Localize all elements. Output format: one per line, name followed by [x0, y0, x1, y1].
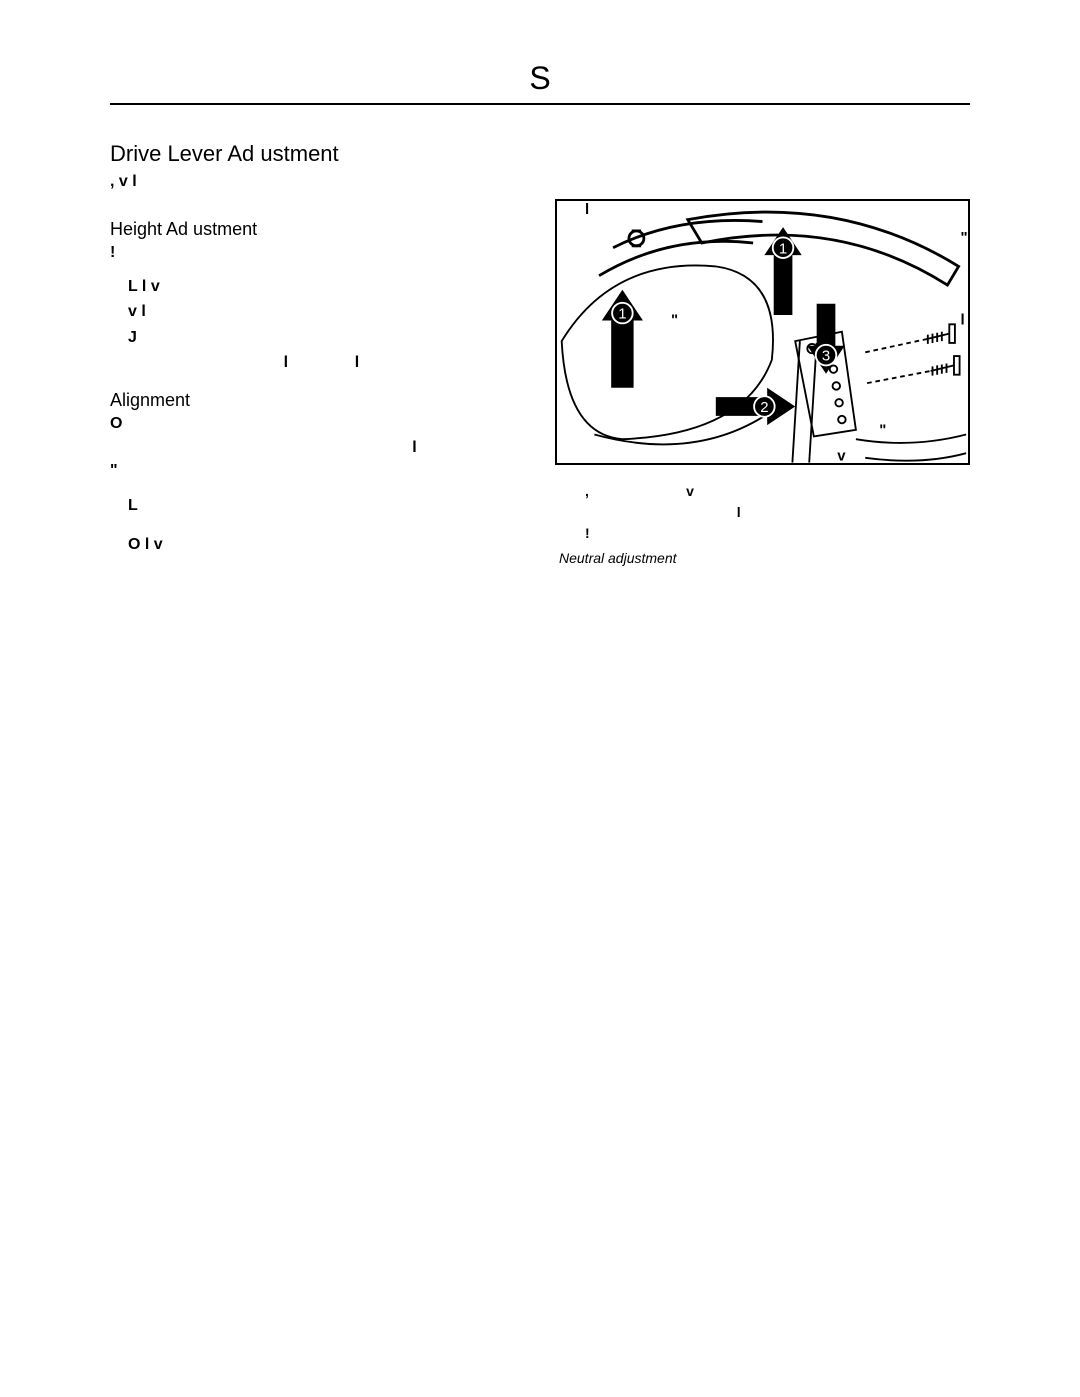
neutral-adjustment-figure: 1 1 2 — [555, 199, 970, 465]
svg-text:l: l — [961, 311, 965, 328]
left-column: Drive Lever Ad ustment , v l Height Ad u… — [110, 141, 525, 566]
callout-arrow-1: 1 — [764, 227, 801, 315]
drive-lever-title: Drive Lever Ad ustment — [110, 141, 525, 167]
page-header: S — [110, 60, 970, 103]
height-step-3: J — [128, 326, 525, 349]
figure-callout-line-2: l — [585, 502, 970, 523]
svg-text:": " — [671, 311, 678, 328]
svg-text:2: 2 — [760, 399, 768, 416]
height-step-2: v l — [128, 300, 525, 323]
alignment-body-2: l — [110, 437, 525, 459]
svg-text:l: l — [585, 201, 589, 218]
callout-arrow-1b: 1 — [602, 290, 643, 388]
height-step-1: L l v — [128, 275, 525, 298]
alignment-title: Alignment — [110, 390, 525, 411]
header-rule — [110, 103, 970, 105]
alignment-body-3: " — [110, 460, 525, 482]
callout-arrow-2: 2 — [716, 388, 795, 425]
alignment-step-1: L — [128, 494, 525, 517]
right-column: 1 1 2 — [555, 199, 970, 566]
figure-callout-line-3: ! — [585, 523, 970, 544]
figure-callout-lines: , v l ! — [585, 481, 970, 544]
height-adjust-title: Height Ad ustment — [110, 219, 525, 240]
height-step-4: l l — [128, 351, 525, 374]
alignment-step-2: O l v — [128, 533, 525, 556]
svg-text:v: v — [837, 448, 846, 463]
height-adjust-body: ! — [110, 242, 525, 264]
drive-lever-body: , v l — [110, 171, 525, 193]
alignment-body-1: O — [110, 413, 525, 435]
content-columns: Drive Lever Ad ustment , v l Height Ad u… — [110, 141, 970, 566]
svg-text:": " — [879, 422, 886, 439]
figure-callout-line-1: , v — [585, 481, 970, 502]
svg-text:3: 3 — [822, 348, 830, 365]
svg-text:1: 1 — [779, 240, 787, 257]
svg-text:1: 1 — [618, 306, 626, 323]
svg-text:""": """ — [961, 229, 968, 246]
figure-caption: Neutral adjustment — [559, 550, 970, 566]
